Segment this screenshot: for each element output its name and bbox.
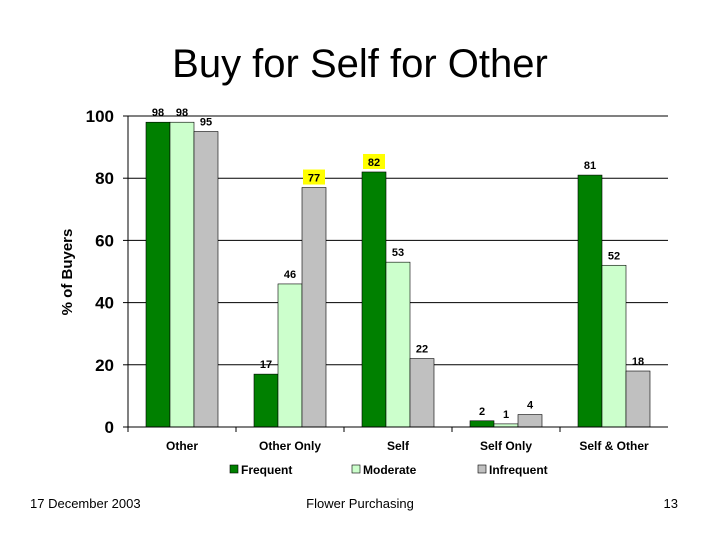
x-tick-label-self-and-other: Self & Other: [579, 439, 649, 453]
data-label-other-only-moderate: 46: [284, 269, 296, 281]
legend-label-infrequent: Infrequent: [489, 463, 548, 477]
data-label-self-infrequent: 22: [416, 344, 428, 356]
bar-other-frequent: [145, 121, 171, 428]
bar-other-only-infrequent: [301, 187, 327, 428]
bar-other-moderate: [169, 121, 195, 428]
y-tick-label-0: 0: [105, 418, 114, 437]
x-tick-label-other-only: Other Only: [259, 439, 321, 453]
bar-self-and-other-infrequent: [625, 370, 651, 428]
x-tick-label-self-only: Self Only: [480, 439, 532, 453]
data-label-self-only-frequent: 2: [479, 406, 485, 418]
page-number: 13: [663, 496, 678, 511]
y-tick-label-60: 60: [95, 231, 114, 250]
bar-other-only-frequent: [253, 373, 279, 428]
y-tick-label-20: 20: [95, 356, 114, 375]
bar-self-only-frequent: [469, 420, 495, 428]
data-label-self-only-infrequent: 4: [527, 400, 534, 412]
footer-title: Flower Purchasing: [306, 496, 414, 511]
footer-date: 17 December 2003: [30, 496, 141, 511]
label-highlight-self-frequent: [363, 153, 385, 169]
bar-self-moderate: [385, 261, 411, 428]
y-tick-label-100: 100: [86, 107, 114, 126]
data-label-self-and-other-moderate: 52: [608, 250, 620, 262]
bar-self-and-other-moderate: [601, 264, 627, 428]
bar-other-infrequent: [193, 131, 219, 428]
data-label-other-infrequent: 95: [200, 117, 212, 129]
legend: Frequent Moderate Infrequent: [229, 463, 548, 477]
legend-swatch-frequent: [229, 464, 239, 474]
data-label-other-moderate: 98: [176, 107, 188, 119]
label-highlight-other-only-infrequent: [303, 169, 325, 185]
bar-self-infrequent: [409, 358, 435, 428]
bar-self-frequent: [361, 171, 387, 428]
legend-swatch-infrequent: [477, 464, 487, 474]
bar-self-only-infrequent: [517, 414, 543, 428]
slide-title: Buy for Self for Other: [172, 42, 548, 86]
data-label-self-only-moderate: 1: [503, 409, 509, 421]
data-label-self-frequent: 82: [368, 157, 380, 169]
bar-other-only-moderate: [277, 283, 303, 428]
bar-self-and-other-frequent: [577, 174, 603, 428]
x-tick-label-self: Self: [387, 439, 410, 453]
data-label-self-and-other-infrequent: 18: [632, 356, 644, 368]
legend-swatch-moderate: [351, 464, 361, 474]
y-tick-label-40: 40: [95, 294, 114, 313]
y-axis-title: % of Buyers: [59, 229, 76, 316]
legend-label-moderate: Moderate: [363, 463, 417, 477]
data-label-other-frequent: 98: [152, 107, 164, 119]
legend-label-frequent: Frequent: [241, 463, 292, 477]
data-label-other-only-infrequent: 77: [308, 173, 320, 185]
data-label-other-only-frequent: 17: [260, 359, 272, 371]
data-label-self-moderate: 53: [392, 247, 404, 259]
x-tick-label-other: Other: [166, 439, 198, 453]
data-label-self-and-other-frequent: 81: [584, 160, 596, 172]
y-tick-label-80: 80: [95, 169, 114, 188]
